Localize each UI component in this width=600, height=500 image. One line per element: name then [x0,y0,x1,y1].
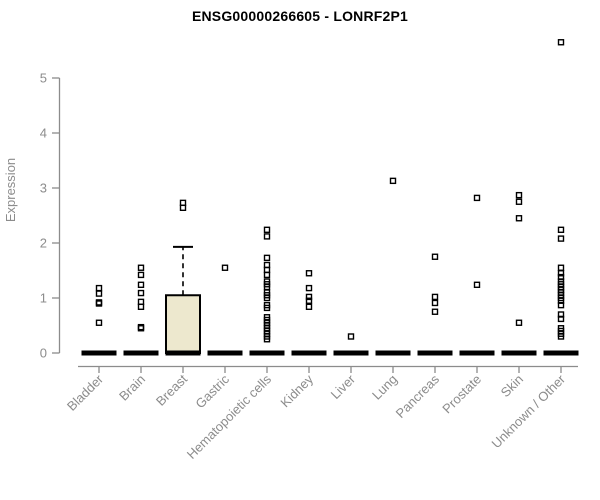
median-bar [123,350,159,356]
outlier-point [305,293,313,301]
outlier-point [557,39,565,46]
median-bar [375,350,411,356]
x-tick-label: Gastric [192,371,232,411]
outlier-point [431,308,439,315]
median-bar [207,350,243,356]
outlier-point [137,289,145,297]
outlier-point [263,261,271,269]
outlier-point [137,281,145,288]
outlier-point [137,271,145,279]
x-tick-label: Brain [116,372,148,404]
median-bar [165,350,201,356]
outlier-point [263,304,271,312]
outlier-point [305,284,313,292]
y-tick-label: 5 [40,71,47,86]
outlier-point [263,226,271,234]
x-tick-label: Kidney [277,371,316,410]
median-bar [249,350,285,356]
outlier-point [557,235,565,242]
outlier-point [557,270,565,277]
chart-title: ENSG00000266605 - LONRF2P1 [191,8,409,24]
x-tick-label: Unknown / Other [489,371,569,451]
y-tick-label: 0 [40,346,47,361]
x-tick-label: Breast [153,371,190,408]
x-tick-label: Skin [498,372,526,400]
y-tick-label: 2 [40,236,47,251]
outlier-point [473,281,481,288]
y-tick-label: 1 [40,291,47,306]
outlier-point [137,325,145,332]
y-tick-label: 3 [40,181,47,196]
median-bar [417,350,453,356]
outlier-point [515,319,523,326]
outlier-point [137,303,145,310]
outlier-point [305,303,313,310]
median-bar [291,350,327,356]
outlier-point [95,284,103,292]
median-bar [459,350,495,356]
outlier-point [179,204,187,212]
outlier-point [305,270,313,277]
outlier-point [431,253,439,260]
x-tick-label: Pancreas [393,371,443,421]
x-tick-label: Prostate [439,372,484,417]
median-bar [333,350,369,356]
outlier-point [515,215,523,222]
outlier-point [557,333,565,340]
outlier-point [557,226,565,234]
outlier-point [263,294,271,302]
outlier-point [263,254,271,262]
outlier-point [263,336,271,343]
iqr-box [165,294,201,354]
outlier-point [557,315,565,323]
outlier-point [389,177,397,185]
outlier-point [515,198,523,205]
outlier-point [473,194,481,202]
x-tick-label: Lung [369,372,400,403]
outlier-point [137,264,145,271]
outlier-point [263,271,271,279]
outlier-point [431,299,439,307]
outlier-point [557,301,565,309]
median-bar [501,350,537,356]
x-tick-label: Bladder [64,371,107,414]
outlier-point [263,233,271,240]
outlier-point [221,264,229,271]
outlier-point [557,264,565,271]
outlier-point [305,297,313,304]
outlier-point [431,293,439,301]
outlier-point [95,290,103,297]
outlier-point [95,300,103,307]
y-tick-label: 4 [40,126,47,141]
y-axis-title: Expression [3,158,18,222]
outlier-point [95,319,103,326]
outlier-point [347,333,355,340]
median-bar [81,350,117,356]
median-bar [543,350,579,356]
x-tick-label: Liver [328,371,359,402]
outlier-point [515,191,523,199]
